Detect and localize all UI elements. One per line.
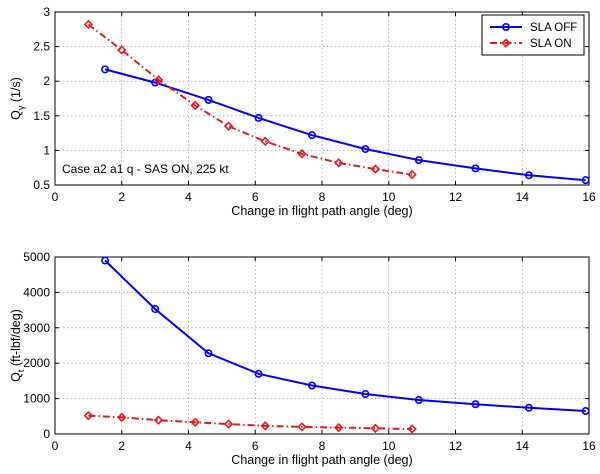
chart1-series-sla-on-point — [153, 75, 164, 85]
chart1-series-sla-on-point — [83, 19, 94, 30]
chart2-xtick-label: 0 — [52, 439, 59, 453]
chart1-series-sla-off-point — [204, 95, 213, 104]
chart1-legend-sla-off-label: SLA OFF — [530, 22, 577, 34]
chart1-xtick-label: 16 — [582, 190, 596, 204]
chart2-xtick-label: 6 — [252, 439, 259, 453]
chart1-ytick-label: 3 — [43, 5, 50, 19]
chart2-ytick-label: 2000 — [23, 356, 50, 370]
chart1-ytick-label: 1 — [43, 143, 50, 157]
chart2-series-sla-on-point — [190, 417, 200, 428]
chart1-ytick-label: 2.5 — [33, 40, 50, 54]
chart1-series-sla-on-point — [407, 169, 417, 180]
chart1-ytick-label: 2 — [43, 74, 50, 88]
chart2-series-sla-off-point — [151, 305, 160, 314]
chart1-xtick-label: 8 — [319, 190, 326, 204]
chart1-series-sla-off-line — [104, 68, 586, 182]
chart2-panel: 0 2 4 6 8 10 12 14 16 0 1000 2000 3000 4000 5000 Change… — [9, 250, 596, 467]
chart2-series-sla-on-point — [153, 415, 164, 425]
chart2-series-sla-off-point — [204, 349, 213, 358]
chart1-ylabel: Qγ (1/s) — [9, 77, 26, 120]
chart1-xtick-label: 0 — [52, 190, 59, 204]
chart1-xtick-label: 12 — [449, 190, 463, 204]
chart1-xtick-label: 4 — [185, 190, 192, 204]
chart2-series-sla-off-point — [307, 381, 316, 390]
chart2-series-sla-on-point — [333, 422, 344, 433]
chart2-xtick-label: 8 — [319, 439, 326, 453]
chart2-ytick-label: 5000 — [23, 250, 50, 264]
chart1-series-sla-on-point — [223, 121, 234, 131]
chart2-ytick-label: 4000 — [23, 285, 50, 299]
chart2-xtick-label: 4 — [185, 439, 192, 453]
chart1-annotation: Case a2 a1 q - SAS ON, 225 kt — [62, 162, 229, 176]
chart1-series-sla-off-point — [524, 171, 533, 180]
chart1-series-sla-on-line — [87, 23, 413, 176]
chart2-series-sla-on-point — [117, 412, 127, 423]
chart1-series-sla-on-point — [370, 164, 381, 174]
chart2-series-sla-on-point — [407, 424, 417, 434]
chart2-series-sla-on-point — [260, 421, 270, 431]
chart2-series-sla-off-point — [414, 396, 423, 405]
chart2-ytick-label: 1000 — [23, 392, 50, 406]
chart1-series-sla-off-point — [471, 164, 480, 173]
chart1-xtick-label: 14 — [516, 190, 530, 204]
chart1-panel: 0 2 4 6 8 10 12 14 16 0.5 1 1.5 2 2.5 3 Change in fligh… — [9, 5, 596, 218]
chart1-series-sla-on-point — [297, 149, 307, 159]
chart1-series-sla-on-point — [260, 136, 270, 147]
chart2-series-sla-off-line — [104, 259, 586, 412]
chart2-series-sla-off-point — [254, 369, 263, 378]
chart1-series-sla-off-point — [254, 113, 263, 122]
chart1-legend-sla-on-marker — [501, 38, 511, 48]
chart1-ytick-label: 0.5 — [33, 178, 50, 192]
chart2-series-sla-on-point — [297, 422, 307, 432]
chart1-series-sla-off-point — [361, 145, 370, 154]
chart1-series-sla-off-point — [101, 65, 110, 74]
chart1-xlabel: Change in flight path angle (deg) — [231, 204, 412, 218]
chart1-ytick-label: 1.5 — [33, 109, 50, 123]
chart2-series-sla-off-point — [101, 256, 110, 265]
chart1-series-sla-off-point — [414, 156, 423, 165]
chart1-xtick-label: 10 — [382, 190, 396, 204]
chart1-xtick-label: 6 — [252, 190, 259, 204]
chart1-series-sla-on-point — [333, 158, 344, 168]
chart2-xlabel: Change in flight path angle (deg) — [231, 453, 412, 467]
chart2-xtick-label: 14 — [516, 439, 530, 453]
chart2-series-sla-on-point — [223, 419, 234, 429]
chart2-series-sla-off-point — [361, 389, 370, 398]
chart2-xtick-label: 16 — [582, 439, 596, 453]
chart1-xtick-label: 2 — [118, 190, 125, 204]
chart1-legend-sla-off-marker — [501, 22, 510, 31]
chart1-legend-box — [481, 14, 585, 56]
chart2-series-sla-off-point — [581, 406, 590, 415]
chart1-series-sla-on-point — [117, 45, 127, 55]
chart1-legend-sla-on-label: SLA ON — [530, 38, 572, 50]
chart2-series-sla-on-point — [83, 410, 94, 421]
chart2-xtick-label: 12 — [449, 439, 463, 453]
chart2-ytick-label: 3000 — [23, 321, 50, 335]
chart2-xtick-label: 10 — [382, 439, 396, 453]
chart2-xtick-label: 2 — [118, 439, 125, 453]
chart2-series-sla-off-point — [524, 403, 533, 412]
chart1-series-sla-on-point — [190, 100, 200, 111]
chart2-series-sla-on-point — [370, 423, 381, 434]
chart1-series-sla-off-point — [581, 176, 590, 185]
chart2-ytick-label: 0 — [43, 427, 50, 441]
chart1-series-sla-off-point — [307, 131, 316, 140]
chart2-ylabel: Qt (ft-lbf/deg) — [9, 309, 26, 382]
chart1-legend: SLA OFF SLA ON — [481, 14, 585, 56]
chart2-series-sla-off-point — [471, 400, 480, 409]
